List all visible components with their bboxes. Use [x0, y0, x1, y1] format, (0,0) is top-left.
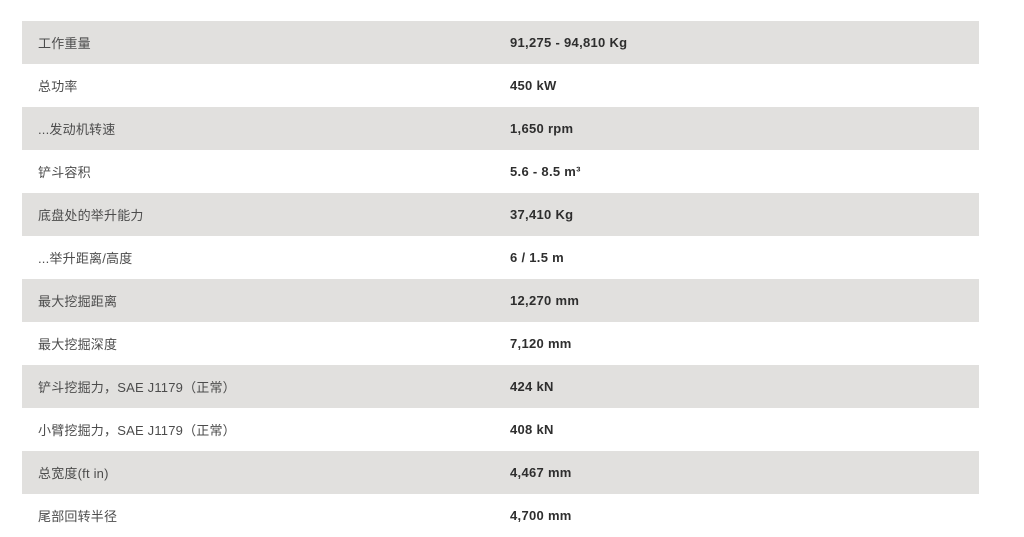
- spec-row: 最大挖掘深度 7,120 mm: [22, 322, 979, 365]
- spec-label: 最大挖掘深度: [38, 337, 118, 352]
- spec-row: 总功率 450 kW: [22, 64, 979, 107]
- spec-label: 工作重量: [38, 36, 91, 51]
- spec-row: ...举升距离/高度 6 / 1.5 m: [22, 236, 979, 279]
- spec-row: 底盘处的举升能力 37,410 Kg: [22, 193, 979, 236]
- spec-label: 总功率: [38, 79, 78, 94]
- spec-label: ...举升距离/高度: [38, 251, 133, 266]
- spec-label: 总宽度(ft in): [38, 466, 109, 481]
- spec-value: 408 kN: [510, 422, 554, 437]
- spec-row: 小臂挖掘力，SAE J1179（正常） 408 kN: [22, 408, 979, 451]
- spec-row: 最大挖掘距离 12,270 mm: [22, 279, 979, 322]
- spec-value: 5.6 - 8.5 m³: [510, 164, 581, 179]
- spec-value: 4,700 mm: [510, 508, 572, 523]
- spec-value: 12,270 mm: [510, 293, 580, 308]
- spec-label: 铲斗挖掘力，SAE J1179（正常）: [38, 380, 236, 395]
- spec-value: 6 / 1.5 m: [510, 250, 565, 265]
- spec-label: 最大挖掘距离: [38, 294, 118, 309]
- spec-value: 4,467 mm: [510, 465, 572, 480]
- specifications-table: 工作重量 91,275 - 94,810 Kg 总功率 450 kW ...发动…: [22, 21, 979, 537]
- spec-value: 424 kN: [510, 379, 554, 394]
- spec-value: 37,410 Kg: [510, 207, 574, 222]
- spec-label: 尾部回转半径: [38, 509, 118, 524]
- spec-label: 小臂挖掘力，SAE J1179（正常）: [38, 423, 236, 438]
- spec-value: 91,275 - 94,810 Kg: [510, 35, 628, 50]
- spec-row: 尾部回转半径 4,700 mm: [22, 494, 979, 537]
- spec-row: 铲斗容积 5.6 - 8.5 m³: [22, 150, 979, 193]
- spec-label: ...发动机转速: [38, 122, 116, 137]
- spec-label: 铲斗容积: [38, 165, 91, 180]
- spec-value: 7,120 mm: [510, 336, 572, 351]
- spec-label: 底盘处的举升能力: [38, 208, 144, 223]
- spec-row: 总宽度(ft in) 4,467 mm: [22, 451, 979, 494]
- spec-row: 铲斗挖掘力，SAE J1179（正常） 424 kN: [22, 365, 979, 408]
- spec-row: ...发动机转速 1,650 rpm: [22, 107, 979, 150]
- spec-value: 450 kW: [510, 78, 557, 93]
- spec-row: 工作重量 91,275 - 94,810 Kg: [22, 21, 979, 64]
- spec-value: 1,650 rpm: [510, 121, 574, 136]
